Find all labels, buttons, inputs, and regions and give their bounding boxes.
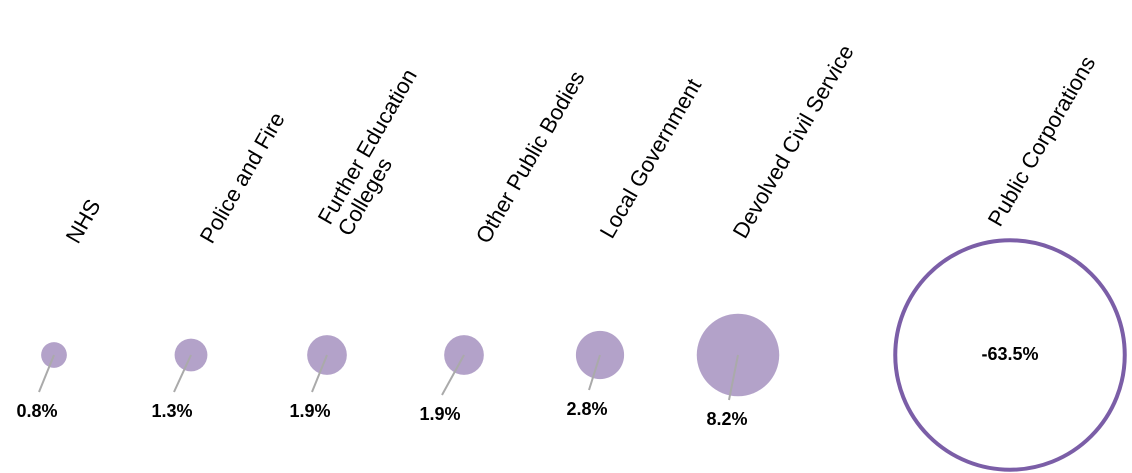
category-label: NHS: [61, 195, 106, 248]
category-label: Police and Fire: [195, 108, 290, 248]
value-label: 2.8%: [566, 399, 607, 419]
leader-line: [173, 354, 192, 393]
value-label: -63.5%: [981, 344, 1038, 364]
category-label: Local Government: [595, 74, 707, 242]
category-label: Public Corporations: [983, 52, 1101, 231]
category-label: Other Public Bodies: [471, 67, 590, 248]
value-label: 8.2%: [706, 409, 747, 429]
value-label: 1.9%: [289, 401, 330, 421]
leader-line: [38, 354, 55, 393]
leader-line: [588, 354, 601, 391]
value-label: 1.3%: [151, 401, 192, 421]
bubble: [893, 238, 1127, 472]
value-label: 0.8%: [16, 401, 57, 421]
leader-line: [441, 354, 465, 396]
value-label: 1.9%: [419, 404, 460, 424]
category-label: Devolved Civil Service: [728, 40, 859, 242]
leader-line: [728, 354, 739, 401]
leader-line: [311, 354, 328, 393]
